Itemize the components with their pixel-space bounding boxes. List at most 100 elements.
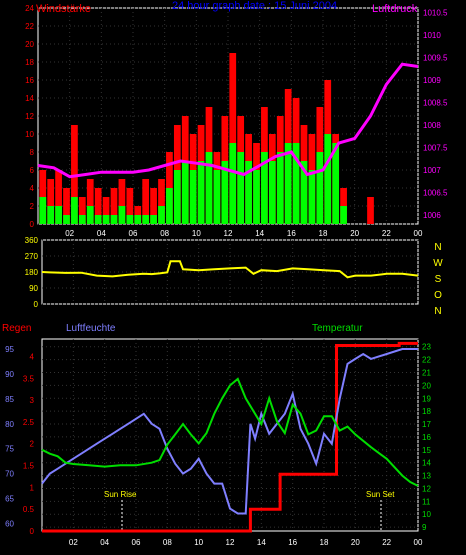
pressure-axis-label: Luftdruck bbox=[372, 3, 418, 15]
pressure-y-tick: 1010.5 bbox=[423, 9, 448, 18]
direction-y-tick: 360 bbox=[25, 236, 39, 245]
rain-y-tick: 0.5 bbox=[23, 505, 35, 514]
wind-x-tick: 04 bbox=[97, 229, 106, 238]
pressure-y-tick: 1008.5 bbox=[423, 99, 448, 108]
humidity-y-tick: 80 bbox=[5, 420, 14, 429]
wind-mean-bar bbox=[94, 215, 102, 224]
wind-mean-bar bbox=[86, 206, 94, 224]
wind-mean-bar bbox=[205, 152, 213, 224]
direction-y-tick: 90 bbox=[29, 284, 38, 293]
climate-x-tick: 00 bbox=[414, 538, 423, 547]
rain-y-ticks: 0 0.5 1 1.5 2 2.5 3 3.5 4 bbox=[23, 352, 35, 536]
wind-y-tick: 8 bbox=[30, 148, 35, 157]
pressure-y-tick: 1006 bbox=[423, 211, 441, 220]
temperature-line bbox=[41, 377, 419, 487]
rain-axis-label: Regen bbox=[2, 323, 31, 334]
wind-mean-bar bbox=[118, 206, 126, 224]
climate-x-tick: 02 bbox=[69, 538, 78, 547]
humidity-y-tick: 60 bbox=[5, 520, 14, 529]
rain-y-tick: 3 bbox=[30, 396, 35, 405]
climate-panel: Sun Rise Sun Set 0 0.5 1 1.5 2 2.5 3 3.5 4 60 65 7… bbox=[2, 323, 431, 547]
direction-y-tick: 270 bbox=[25, 252, 39, 261]
rain-y-tick: 0 bbox=[30, 527, 35, 536]
wind-mean-bar bbox=[292, 143, 300, 224]
rain-y-tick: 2.5 bbox=[23, 418, 35, 427]
wind-gust-bar bbox=[86, 179, 94, 224]
wind-mean-bar bbox=[268, 161, 276, 224]
wind-x-tick: 20 bbox=[350, 229, 359, 238]
wind-mean-bar bbox=[284, 143, 292, 224]
wind-mean-bar bbox=[245, 161, 252, 224]
temperature-y-tick: 9 bbox=[422, 523, 427, 532]
wind-gust-bar bbox=[71, 125, 78, 224]
direction-y-tick: 0 bbox=[34, 300, 39, 309]
wind-gust-bar bbox=[94, 188, 102, 224]
wind-mean-bar bbox=[110, 215, 118, 224]
wind-gust-bar bbox=[367, 197, 374, 224]
wind-mean-bar bbox=[126, 215, 134, 224]
wind-mean-bar bbox=[63, 215, 70, 224]
pressure-y-tick: 1008 bbox=[423, 121, 441, 130]
wind-gust-bar bbox=[55, 170, 62, 224]
climate-grid bbox=[42, 339, 419, 531]
wind-gust-bar bbox=[126, 188, 134, 224]
sunrise-label: Sun Rise bbox=[104, 490, 137, 499]
rain-line bbox=[42, 341, 418, 533]
humidity-y-tick: 85 bbox=[5, 395, 14, 404]
wind-x-tick: 08 bbox=[160, 229, 169, 238]
temperature-y-tick: 13 bbox=[422, 472, 431, 481]
wind-mean-bar bbox=[237, 152, 245, 224]
wind-mean-bar bbox=[221, 161, 229, 224]
wind-y-tick: 2 bbox=[30, 202, 35, 211]
wind-gust-bar bbox=[47, 179, 55, 224]
wind-mean-bar bbox=[308, 170, 316, 224]
wind-mean-bar bbox=[134, 215, 142, 224]
wind-x-tick: 22 bbox=[382, 229, 391, 238]
wind-gust-bar bbox=[118, 179, 126, 224]
wind-x-tick: 14 bbox=[255, 229, 264, 238]
temperature-y-tick: 12 bbox=[422, 484, 431, 493]
pressure-y-tick: 1009.5 bbox=[423, 54, 448, 63]
compass-tick: N bbox=[434, 242, 441, 253]
wind-gust-bar bbox=[158, 179, 165, 224]
wind-mean-bar bbox=[261, 152, 268, 224]
wind-y-tick: 18 bbox=[25, 58, 34, 67]
pressure-y-tick: 1006.5 bbox=[423, 189, 448, 198]
wind-mean-bar bbox=[181, 161, 189, 224]
wind-mean-bar bbox=[102, 215, 110, 224]
wind-y-tick: 16 bbox=[25, 76, 34, 85]
wind-mean-bar bbox=[276, 152, 284, 224]
wind-mean-bars bbox=[39, 134, 347, 224]
pressure-y-tick: 1007 bbox=[423, 166, 441, 175]
wind-x-tick: 02 bbox=[65, 229, 74, 238]
pressure-y-tick: 1010 bbox=[423, 31, 441, 40]
humidity-y-tick: 95 bbox=[5, 345, 14, 354]
wind-mean-bar bbox=[150, 215, 157, 224]
wind-mean-bar bbox=[213, 170, 221, 224]
temperature-y-tick: 18 bbox=[422, 407, 431, 416]
temperature-y-tick: 16 bbox=[422, 433, 431, 442]
wind-y-tick: 14 bbox=[25, 94, 34, 103]
wind-y-tick: 24 bbox=[25, 4, 34, 13]
rain-y-tick: 1 bbox=[30, 483, 35, 492]
temperature-y-tick: 20 bbox=[422, 381, 431, 390]
wind-gust-bar bbox=[102, 197, 110, 224]
compass-tick: S bbox=[435, 274, 442, 285]
temperature-y-tick: 23 bbox=[422, 343, 431, 352]
direction-y-tick: 180 bbox=[25, 268, 39, 277]
climate-x-tick: 08 bbox=[163, 538, 172, 547]
wind-y-tick: 20 bbox=[25, 40, 34, 49]
wind-mean-bar bbox=[173, 170, 181, 224]
climate-x-tick: 04 bbox=[100, 538, 109, 547]
rain-y-tick: 1.5 bbox=[23, 462, 35, 471]
climate-x-tick: 18 bbox=[320, 538, 329, 547]
wind-mean-bar bbox=[55, 206, 62, 224]
compass-tick: W bbox=[433, 258, 443, 269]
temperature-y-tick: 11 bbox=[422, 497, 431, 506]
pressure-y-tick: 1009 bbox=[423, 76, 441, 85]
wind-x-tick: 12 bbox=[224, 229, 233, 238]
wind-x-tick: 18 bbox=[319, 229, 328, 238]
